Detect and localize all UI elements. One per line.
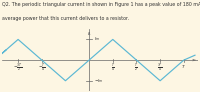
Text: $\frac{T}{2}$: $\frac{T}{2}$ bbox=[134, 63, 139, 74]
Text: $-\frac{T}{4}$: $-\frac{T}{4}$ bbox=[38, 63, 46, 74]
Text: $T$: $T$ bbox=[181, 63, 186, 70]
Text: Q2. The periodic triangular current in shown in Figure 1 has a peak value of 180: Q2. The periodic triangular current in s… bbox=[2, 2, 200, 7]
Text: $I_m$: $I_m$ bbox=[94, 36, 100, 43]
Text: $-I_m$: $-I_m$ bbox=[94, 77, 104, 85]
Text: $\frac{3T}{4}$: $\frac{3T}{4}$ bbox=[157, 63, 163, 74]
Text: $\frac{T}{4}$: $\frac{T}{4}$ bbox=[111, 63, 115, 74]
Text: average power that this current delivers to a resistor.: average power that this current delivers… bbox=[2, 16, 129, 21]
Text: $-\frac{3T}{2}$: $-\frac{3T}{2}$ bbox=[13, 63, 23, 74]
